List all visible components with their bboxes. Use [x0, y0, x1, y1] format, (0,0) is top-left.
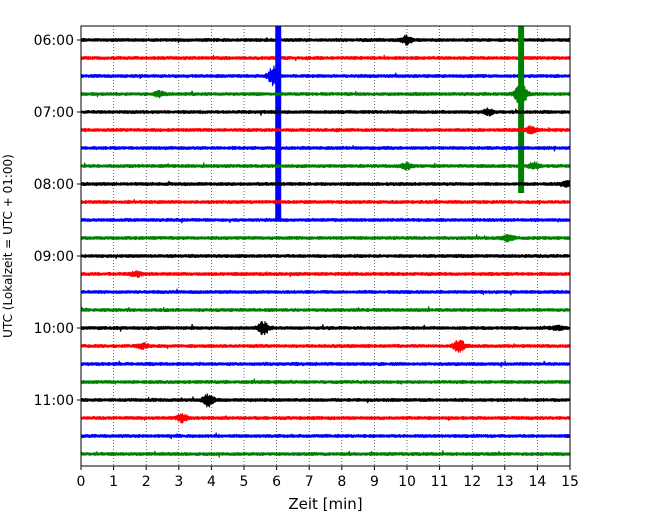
x-tick-label: 0 — [77, 474, 86, 490]
x-tick-label: 14 — [528, 474, 546, 490]
seismic-trace — [81, 378, 570, 385]
x-tick-label: 9 — [370, 474, 379, 490]
x-tick-label: 4 — [207, 474, 216, 490]
seismic-trace — [81, 413, 570, 424]
x-tick-label: 3 — [174, 474, 183, 490]
x-tick-label: 13 — [496, 474, 514, 490]
seismic-trace — [81, 125, 570, 135]
seismic-trace — [81, 217, 570, 224]
seismic-trace — [81, 339, 570, 353]
seismic-trace — [81, 450, 570, 458]
seismic-trace — [81, 306, 570, 313]
y-ticks: 06:00 07:00 08:00 09:00 10:00 11:00 — [34, 33, 81, 409]
x-ticks: 0 1 2 3 4 5 6 7 8 9 10 11 12 13 14 15 — [77, 466, 579, 490]
x-axis-label: Zeit [min] — [288, 495, 362, 513]
seismic-trace — [81, 253, 570, 260]
y-tick-label: 09:00 — [34, 249, 74, 265]
y-tick-label: 08:00 — [34, 177, 74, 193]
y-axis-label: UTC (Lokalzeit = UTC + 01:00) — [1, 154, 15, 338]
seismic-trace — [81, 270, 570, 278]
seismic-trace — [81, 233, 570, 243]
x-tick-label: 10 — [398, 474, 416, 490]
seismic-trace — [81, 34, 570, 46]
y-tick-label: 11:00 — [34, 393, 74, 409]
seismic-trace — [81, 144, 570, 152]
seismic-trace — [81, 360, 570, 368]
y-tick-label: 06:00 — [34, 33, 74, 49]
seismic-trace — [81, 320, 570, 336]
grid-lines — [113, 26, 538, 466]
seismic-trace — [81, 107, 570, 117]
seismic-trace — [81, 199, 570, 206]
plot-frame — [80, 25, 571, 467]
x-tick-label: 1 — [109, 474, 118, 490]
seismic-trace — [81, 65, 570, 87]
x-tick-label: 2 — [142, 474, 151, 490]
seismic-trace — [81, 161, 570, 171]
seismic-trace — [81, 288, 570, 296]
y-tick-label: 07:00 — [34, 105, 74, 121]
seismic-traces — [81, 26, 570, 458]
seismic-trace — [81, 180, 570, 188]
x-tick-label: 15 — [561, 474, 579, 490]
y-tick-label: 10:00 — [34, 321, 74, 337]
x-tick-label: 8 — [337, 474, 346, 490]
seismic-spike — [518, 26, 525, 193]
x-tick-label: 7 — [305, 474, 314, 490]
seismic-trace — [81, 80, 570, 109]
seismic-trace — [81, 432, 570, 440]
seismic-spike — [275, 26, 282, 220]
seismic-trace — [81, 54, 570, 62]
seismic-trace — [81, 393, 570, 408]
x-tick-label: 5 — [240, 474, 249, 490]
x-tick-label: 11 — [431, 474, 449, 490]
x-tick-label: 12 — [463, 474, 481, 490]
x-tick-label: 6 — [272, 474, 281, 490]
